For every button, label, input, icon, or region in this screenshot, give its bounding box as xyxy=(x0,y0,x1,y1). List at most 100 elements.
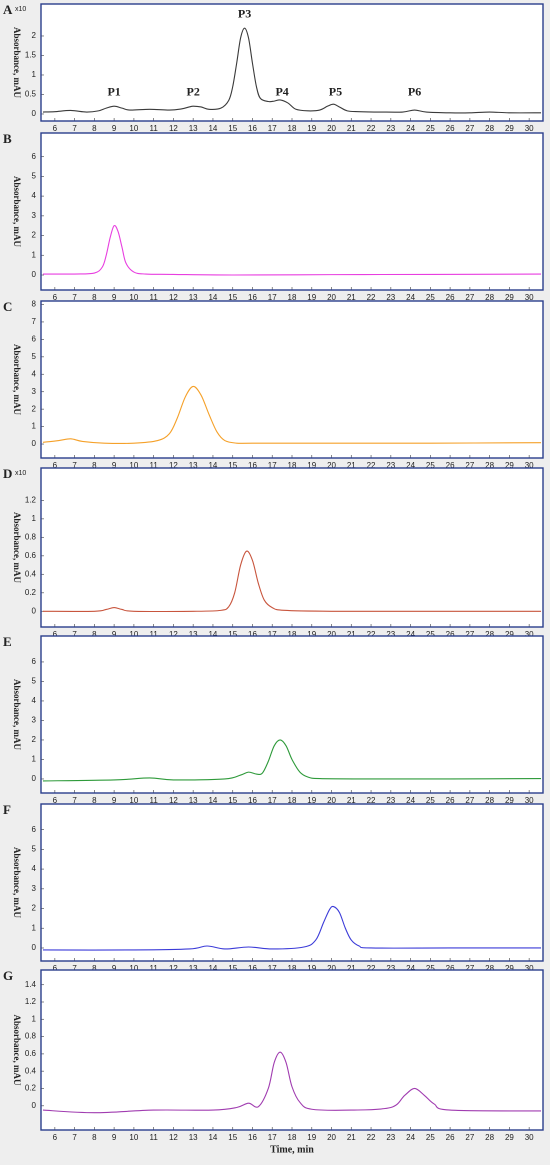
x-tick-label: 14 xyxy=(208,1133,217,1142)
y-tick-label: 0.8 xyxy=(25,532,37,541)
x-tick-label: 9 xyxy=(112,124,117,133)
x-tick-label: 27 xyxy=(465,964,474,973)
x-tick-label: 23 xyxy=(386,124,395,133)
x-tick-label: 9 xyxy=(112,630,117,639)
y-tick-label: 4 xyxy=(32,864,37,873)
x-tick-label: 30 xyxy=(525,964,534,973)
x-tick-label: 6 xyxy=(53,124,58,133)
x-tick-label: 10 xyxy=(129,964,138,973)
y-tick-label: 2 xyxy=(32,404,37,413)
x-tick-label: 20 xyxy=(327,796,336,805)
x-tick-label: 7 xyxy=(72,630,77,639)
x-tick-label: 18 xyxy=(288,293,297,302)
chromatogram-line xyxy=(42,739,542,782)
y-tick-label: 0.4 xyxy=(25,1066,37,1075)
x-tick-label: 21 xyxy=(347,796,356,805)
x-tick-label: 26 xyxy=(446,796,455,805)
x-tick-label: 10 xyxy=(129,630,138,639)
x-tick-label: 15 xyxy=(228,461,237,470)
x-tick-label: 30 xyxy=(525,796,534,805)
y-tick-label: 4 xyxy=(32,369,37,378)
y-tick-label: 1 xyxy=(32,70,37,79)
x-tick-label: 9 xyxy=(112,1133,117,1142)
x-tick-label: 18 xyxy=(288,461,297,470)
y-tick-label: 0.6 xyxy=(25,1049,37,1058)
x-tick-label: 28 xyxy=(485,293,494,302)
x-tick-label: 26 xyxy=(446,124,455,133)
x-tick-label: 20 xyxy=(327,1133,336,1142)
y-tick-label: 0 xyxy=(32,439,37,448)
panel-letter: A xyxy=(3,2,13,17)
x-tick-label: 19 xyxy=(307,293,316,302)
plot-lines xyxy=(42,224,542,276)
y-tick-label: 0 xyxy=(32,270,37,279)
x-tick-label: 20 xyxy=(327,461,336,470)
y-axis-label: Absorbance, mAU xyxy=(12,1015,22,1086)
plot-frame xyxy=(40,969,544,1131)
x-tick-label: 6 xyxy=(53,964,58,973)
x-tick-label: 17 xyxy=(268,1133,277,1142)
x-tick-label: 26 xyxy=(446,461,455,470)
plot-frame xyxy=(40,803,544,962)
x-tick-label: 8 xyxy=(92,630,97,639)
peak-annotation: P2 xyxy=(187,84,200,98)
x-tick-label: 26 xyxy=(446,293,455,302)
plot-lines xyxy=(42,905,542,951)
plot-area xyxy=(41,4,543,121)
x-tick-label: 11 xyxy=(149,293,158,302)
x-tick-label: 19 xyxy=(307,124,316,133)
y-tick-label: 5 xyxy=(32,172,37,181)
x-tick-label: 14 xyxy=(208,461,217,470)
x-tick-label: 16 xyxy=(248,964,257,973)
peak-annotation: P5 xyxy=(329,84,342,98)
x-tick-label: 13 xyxy=(189,293,198,302)
x-tick-label: 26 xyxy=(446,630,455,639)
x-tick-label: 22 xyxy=(367,796,376,805)
x-tick-label: 24 xyxy=(406,796,415,805)
y-tick-label: 0 xyxy=(32,774,37,783)
x-tick-label: 26 xyxy=(446,964,455,973)
plot-area xyxy=(41,468,543,627)
x-tick-label: 12 xyxy=(169,293,178,302)
plot-area xyxy=(41,804,543,961)
plot-area xyxy=(41,970,543,1130)
x-tick-label: 11 xyxy=(149,461,158,470)
y-tick-label: 1 xyxy=(32,1014,37,1023)
chromatogram-line xyxy=(42,27,542,114)
x-tick-label: 23 xyxy=(386,1133,395,1142)
x-tick-label: 17 xyxy=(268,124,277,133)
peak-annotation: P3 xyxy=(238,6,251,20)
x-tick-label: 8 xyxy=(92,293,97,302)
y-tick-label: 0.5 xyxy=(25,90,37,99)
panel-letter: E xyxy=(3,634,12,649)
x-tick-label: 18 xyxy=(288,796,297,805)
x-axis-label: Time, min xyxy=(270,1144,314,1155)
x-tick-label: 15 xyxy=(228,293,237,302)
y-tick-label: 0 xyxy=(32,606,37,615)
x-tick-label: 28 xyxy=(485,964,494,973)
plot-frame xyxy=(40,635,544,794)
y-tick-label: 1 xyxy=(32,923,37,932)
x-tick-label: 16 xyxy=(248,630,257,639)
x-tick-label: 29 xyxy=(505,1133,514,1142)
y-tick-label: 1.5 xyxy=(25,51,37,60)
x-tick-label: 7 xyxy=(72,293,77,302)
x-tick-label: 6 xyxy=(53,1133,58,1142)
x-tick-label: 19 xyxy=(307,796,316,805)
x-tick-label: 22 xyxy=(367,1133,376,1142)
x-tick-label: 23 xyxy=(386,461,395,470)
y-tick-label: 0.2 xyxy=(25,1084,37,1093)
y-tick-label: 0.8 xyxy=(25,1032,37,1041)
y-tick-label: 1 xyxy=(32,422,37,431)
y-tick-label: 6 xyxy=(32,657,37,666)
x-tick-label: 12 xyxy=(169,124,178,133)
plot-area xyxy=(41,133,543,290)
plot-area xyxy=(41,636,543,793)
x-tick-label: 10 xyxy=(129,293,138,302)
x-tick-label: 18 xyxy=(288,124,297,133)
x-tick-label: 21 xyxy=(347,293,356,302)
x-tick-label: 29 xyxy=(505,964,514,973)
y-tick-label: 5 xyxy=(32,352,37,361)
x-tick-label: 28 xyxy=(485,796,494,805)
peak-annotation: P1 xyxy=(107,84,120,98)
